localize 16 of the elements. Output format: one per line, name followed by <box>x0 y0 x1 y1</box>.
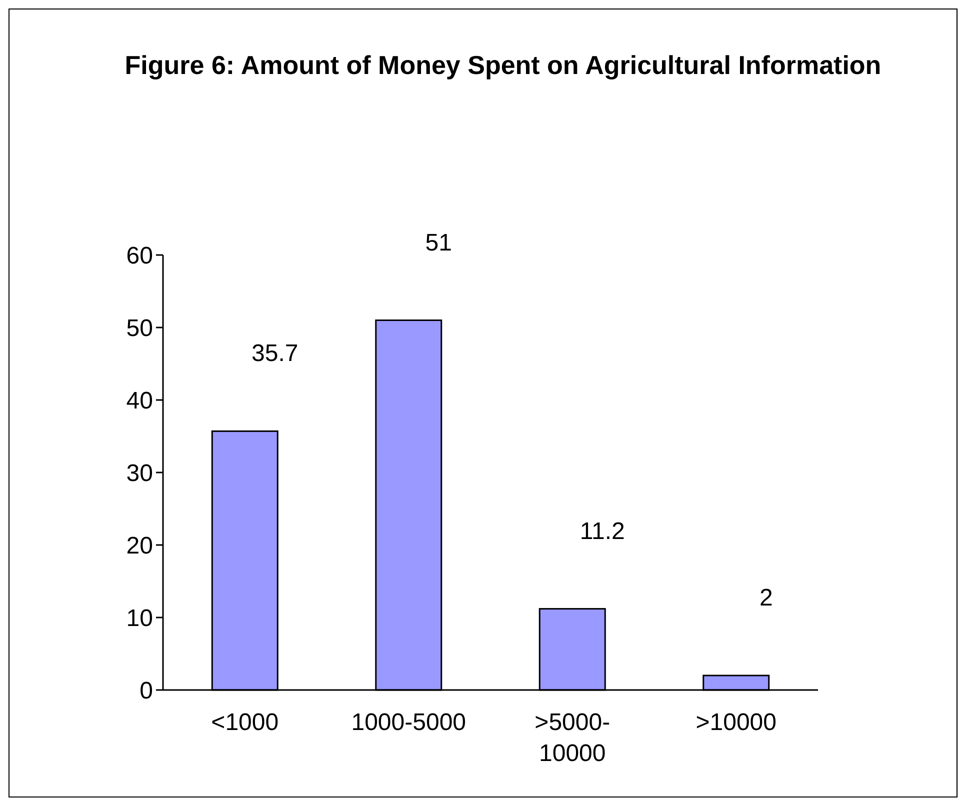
x-tick-label: 1000-5000 <box>351 709 466 736</box>
y-tick-label: 50 <box>126 314 153 342</box>
data-label: 35.7 <box>252 340 298 368</box>
data-label: 2 <box>759 584 773 612</box>
y-tick-label: 20 <box>126 532 153 560</box>
x-tick-label: >10000 <box>696 709 777 736</box>
y-tick-label: 10 <box>126 604 153 632</box>
chart-title: Figure 6: Amount of Money Spent on Agricultural Information <box>124 50 882 80</box>
data-label: 11.2 <box>580 518 625 545</box>
data-label: 51 <box>425 229 452 256</box>
x-tick-label: <1000 <box>211 709 279 736</box>
x-tick-label: >5000-10000 <box>534 709 610 767</box>
y-tick-label: 60 <box>126 242 153 270</box>
y-tick-label: 30 <box>126 460 153 487</box>
y-tick-label: 40 <box>126 387 153 414</box>
y-tick-label: 0 <box>140 677 153 704</box>
